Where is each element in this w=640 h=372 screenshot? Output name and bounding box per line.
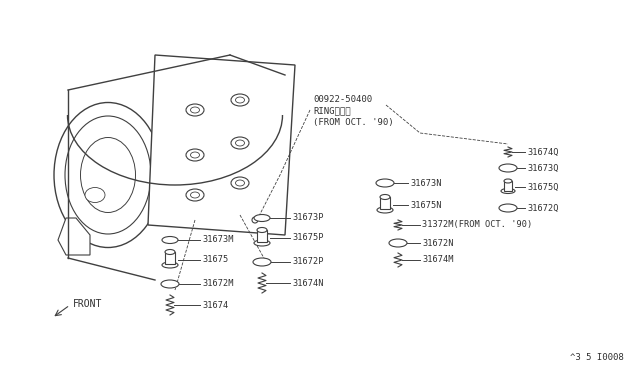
Ellipse shape [54,103,162,247]
Circle shape [252,217,258,223]
Text: (FROM OCT. '90): (FROM OCT. '90) [313,118,394,126]
Bar [165,252,175,264]
Ellipse shape [161,280,179,288]
Text: 31672M: 31672M [202,279,234,289]
Bar [380,197,390,209]
Ellipse shape [236,140,244,146]
Ellipse shape [162,237,178,244]
Ellipse shape [236,97,244,103]
Ellipse shape [254,215,270,221]
Ellipse shape [65,116,151,234]
Ellipse shape [253,258,271,266]
Text: 31674: 31674 [202,301,228,310]
Text: FRONT: FRONT [73,299,102,309]
Ellipse shape [499,164,517,172]
Ellipse shape [85,187,105,202]
Ellipse shape [165,250,175,254]
Ellipse shape [236,180,244,186]
Text: 31675P: 31675P [292,234,323,243]
Text: ^3 5 I0008: ^3 5 I0008 [570,353,624,362]
Text: 31372M(FROM OCT. '90): 31372M(FROM OCT. '90) [422,221,532,230]
Text: 31672N: 31672N [422,238,454,247]
Text: 31672Q: 31672Q [527,203,559,212]
Text: 31673M: 31673M [202,235,234,244]
Ellipse shape [231,94,249,106]
Text: 31672P: 31672P [292,257,323,266]
Ellipse shape [186,149,204,161]
Polygon shape [148,55,295,235]
Ellipse shape [162,262,178,268]
Bar [257,230,267,242]
Text: RINGリング: RINGリング [313,106,351,115]
Ellipse shape [191,107,200,113]
Ellipse shape [81,138,136,212]
Ellipse shape [191,192,200,198]
Ellipse shape [389,239,407,247]
Text: 31673P: 31673P [292,214,323,222]
Ellipse shape [501,189,515,193]
Polygon shape [58,218,90,255]
Ellipse shape [186,189,204,201]
Bar [504,181,512,191]
Ellipse shape [377,207,393,213]
Text: 31674M: 31674M [422,256,454,264]
Text: 31675Q: 31675Q [527,183,559,192]
Ellipse shape [231,177,249,189]
Ellipse shape [254,240,270,246]
Text: 31674Q: 31674Q [527,148,559,157]
Text: 31674N: 31674N [292,279,323,288]
Text: 31675: 31675 [202,256,228,264]
Text: 31675N: 31675N [410,201,442,209]
Ellipse shape [191,152,200,158]
Text: 31673N: 31673N [410,179,442,187]
Ellipse shape [499,204,517,212]
Ellipse shape [376,179,394,187]
Ellipse shape [257,228,267,232]
Text: 31673Q: 31673Q [527,164,559,173]
Ellipse shape [504,179,512,183]
Ellipse shape [231,137,249,149]
Ellipse shape [186,104,204,116]
Ellipse shape [380,195,390,199]
Text: 00922-50400: 00922-50400 [313,96,372,105]
